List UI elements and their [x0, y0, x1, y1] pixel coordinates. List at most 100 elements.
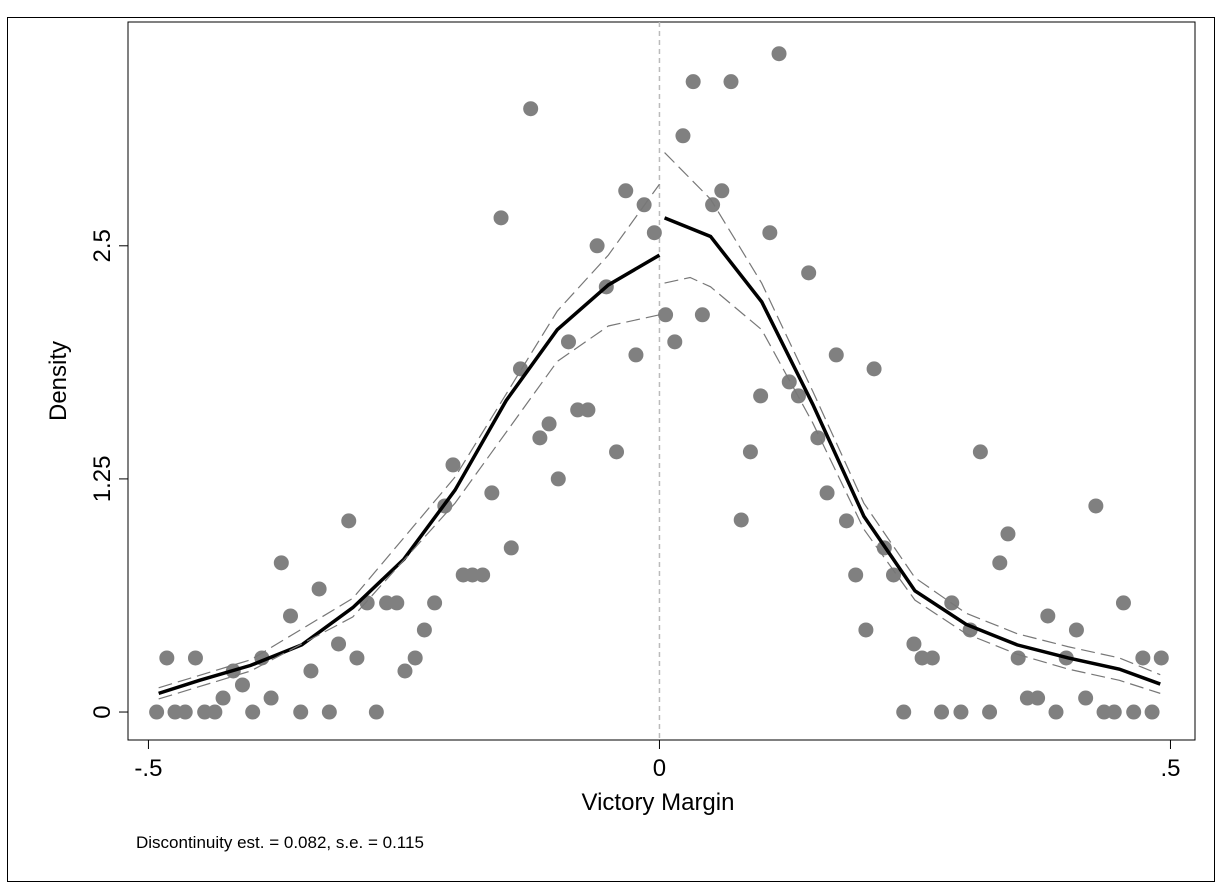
data-point: [1000, 526, 1016, 542]
data-point: [886, 567, 902, 583]
data-point: [445, 457, 461, 473]
data-point: [416, 622, 432, 638]
data-point: [283, 608, 299, 624]
data-point: [618, 183, 634, 199]
data-point: [368, 704, 384, 720]
frame: [7, 17, 1215, 882]
data-point: [762, 225, 778, 241]
data-point: [493, 210, 509, 226]
data-point: [848, 567, 864, 583]
data-point: [560, 334, 576, 350]
data-point: [397, 663, 413, 679]
data-point: [694, 307, 710, 323]
data-point: [550, 471, 566, 487]
data-point: [658, 307, 674, 323]
data-point: [801, 265, 817, 281]
data-point: [293, 704, 309, 720]
y-tick-label: 0: [89, 705, 116, 718]
data-point: [685, 74, 701, 90]
data-point: [742, 444, 758, 460]
data-point: [924, 650, 940, 666]
data-point: [819, 485, 835, 501]
data-point: [159, 650, 175, 666]
data-point: [896, 704, 912, 720]
data-point: [389, 595, 405, 611]
data-point: [541, 416, 557, 432]
data-point: [667, 334, 683, 350]
ci-line: [158, 183, 660, 689]
data-point: [427, 595, 443, 611]
data-point: [177, 704, 193, 720]
data-point: [838, 513, 854, 529]
data-point: [828, 347, 844, 363]
data-point: [475, 567, 491, 583]
data-point: [532, 430, 548, 446]
data-point: [609, 444, 625, 460]
ci-line: [664, 152, 1161, 676]
data-point: [245, 704, 261, 720]
data-point: [503, 540, 519, 556]
data-point: [781, 374, 797, 390]
data-point: [714, 183, 730, 199]
data-point: [1106, 704, 1122, 720]
fit-line: [663, 216, 1161, 686]
x-tick-label: .5: [1160, 755, 1180, 782]
data-point: [1010, 650, 1026, 666]
y-axis-label: Density: [45, 341, 72, 421]
data-point: [484, 485, 500, 501]
data-point: [349, 650, 365, 666]
data-point: [407, 650, 423, 666]
data-point: [953, 704, 969, 720]
data-point: [234, 677, 250, 693]
data-point: [1153, 650, 1169, 666]
data-point: [1078, 690, 1094, 706]
data-point: [273, 555, 289, 571]
y-tick-label: 2.5: [89, 229, 116, 262]
data-point: [1115, 595, 1131, 611]
y-tick-label: 1.25: [89, 456, 116, 503]
data-point: [341, 513, 357, 529]
data-point: [1088, 498, 1104, 514]
fit-line: [158, 253, 661, 696]
ci-line: [664, 276, 1161, 694]
data-point: [1040, 608, 1056, 624]
data-point: [1048, 704, 1064, 720]
data-point: [331, 636, 347, 652]
data-point: [982, 704, 998, 720]
data-point: [311, 581, 327, 597]
data-point: [733, 512, 749, 528]
data-point: [149, 704, 165, 720]
data-point: [589, 238, 605, 254]
data-point: [771, 46, 787, 62]
x-tick-label: 0: [653, 755, 666, 782]
data-point: [705, 197, 721, 213]
data-point: [646, 225, 662, 241]
data-point: [753, 388, 769, 404]
data-point: [207, 704, 223, 720]
data-point: [866, 361, 882, 377]
data-point: [934, 704, 950, 720]
data-point: [1144, 704, 1160, 720]
data-point: [1126, 704, 1142, 720]
x-axis-label: Victory Margin: [582, 789, 735, 816]
data-point: [723, 74, 739, 90]
data-point: [972, 444, 988, 460]
data-point: [580, 402, 596, 418]
data-point: [858, 622, 874, 638]
ci-line: [158, 314, 660, 700]
data-point: [215, 690, 231, 706]
x-tick-label: -.5: [134, 755, 162, 782]
plot-border: [127, 21, 1196, 741]
data-point: [187, 650, 203, 666]
data-point: [906, 636, 922, 652]
data-point: [263, 690, 279, 706]
note: Discontinuity est. = 0.082, s.e. = 0.115: [136, 833, 424, 852]
data-point: [628, 347, 644, 363]
data-point: [992, 555, 1008, 571]
data-point: [675, 128, 691, 144]
data-point: [1135, 650, 1151, 666]
data-point: [1068, 622, 1084, 638]
data-point: [523, 101, 539, 117]
